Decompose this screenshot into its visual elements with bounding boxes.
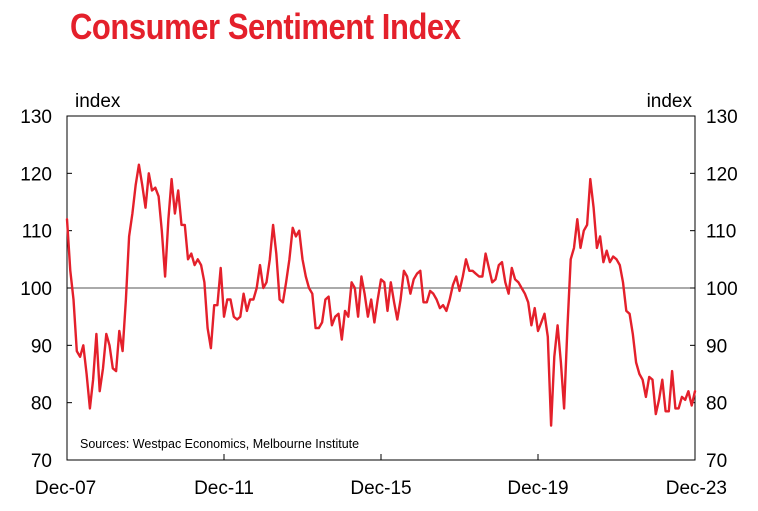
y-tick-label-left-70: 70 [31,451,52,472]
y-tick-label-right-90: 90 [706,336,727,357]
y-tick-label-left-110: 110 [22,222,52,243]
y-axis-left: 70 80 90 100 110 120 130 [20,107,72,472]
y-tick-label-right-110: 110 [706,222,736,243]
y-tick-label-left-100: 100 [20,279,52,300]
y-unit-right: index [647,91,693,112]
y-tick-label-left-130: 130 [20,107,52,128]
x-tick-label-Dec-15: Dec-15 [350,478,411,499]
y-tick-label-left-90: 90 [31,336,52,357]
series-line-consumer-sentiment [65,163,697,427]
y-tick-label-right-70: 70 [706,451,727,472]
x-tick-label-Dec-11: Dec-11 [194,478,254,499]
chart-title: Consumer Sentiment Index [70,6,461,47]
x-tick-label-Dec-19: Dec-19 [507,478,568,499]
y-tick-label-right-100: 100 [706,279,738,300]
y-tick-label-left-80: 80 [31,394,52,415]
y-tick-label-right-130: 130 [706,107,738,128]
y-tick-label-right-120: 120 [706,164,738,185]
x-tick-label-Dec-07: Dec-07 [35,478,96,499]
source-note: Sources: Westpac Economics, Melbourne In… [80,437,359,451]
y-axis-right: 70 80 90 100 110 120 130 [690,107,738,472]
y-tick-label-left-120: 120 [20,164,52,185]
y-unit-left: index [75,91,121,112]
x-tick-label-Dec-23: Dec-23 [666,478,727,499]
y-tick-label-right-80: 80 [706,394,727,415]
x-axis: Dec-07 Dec-11 Dec-15 Dec-19 Dec-23 [35,454,727,499]
